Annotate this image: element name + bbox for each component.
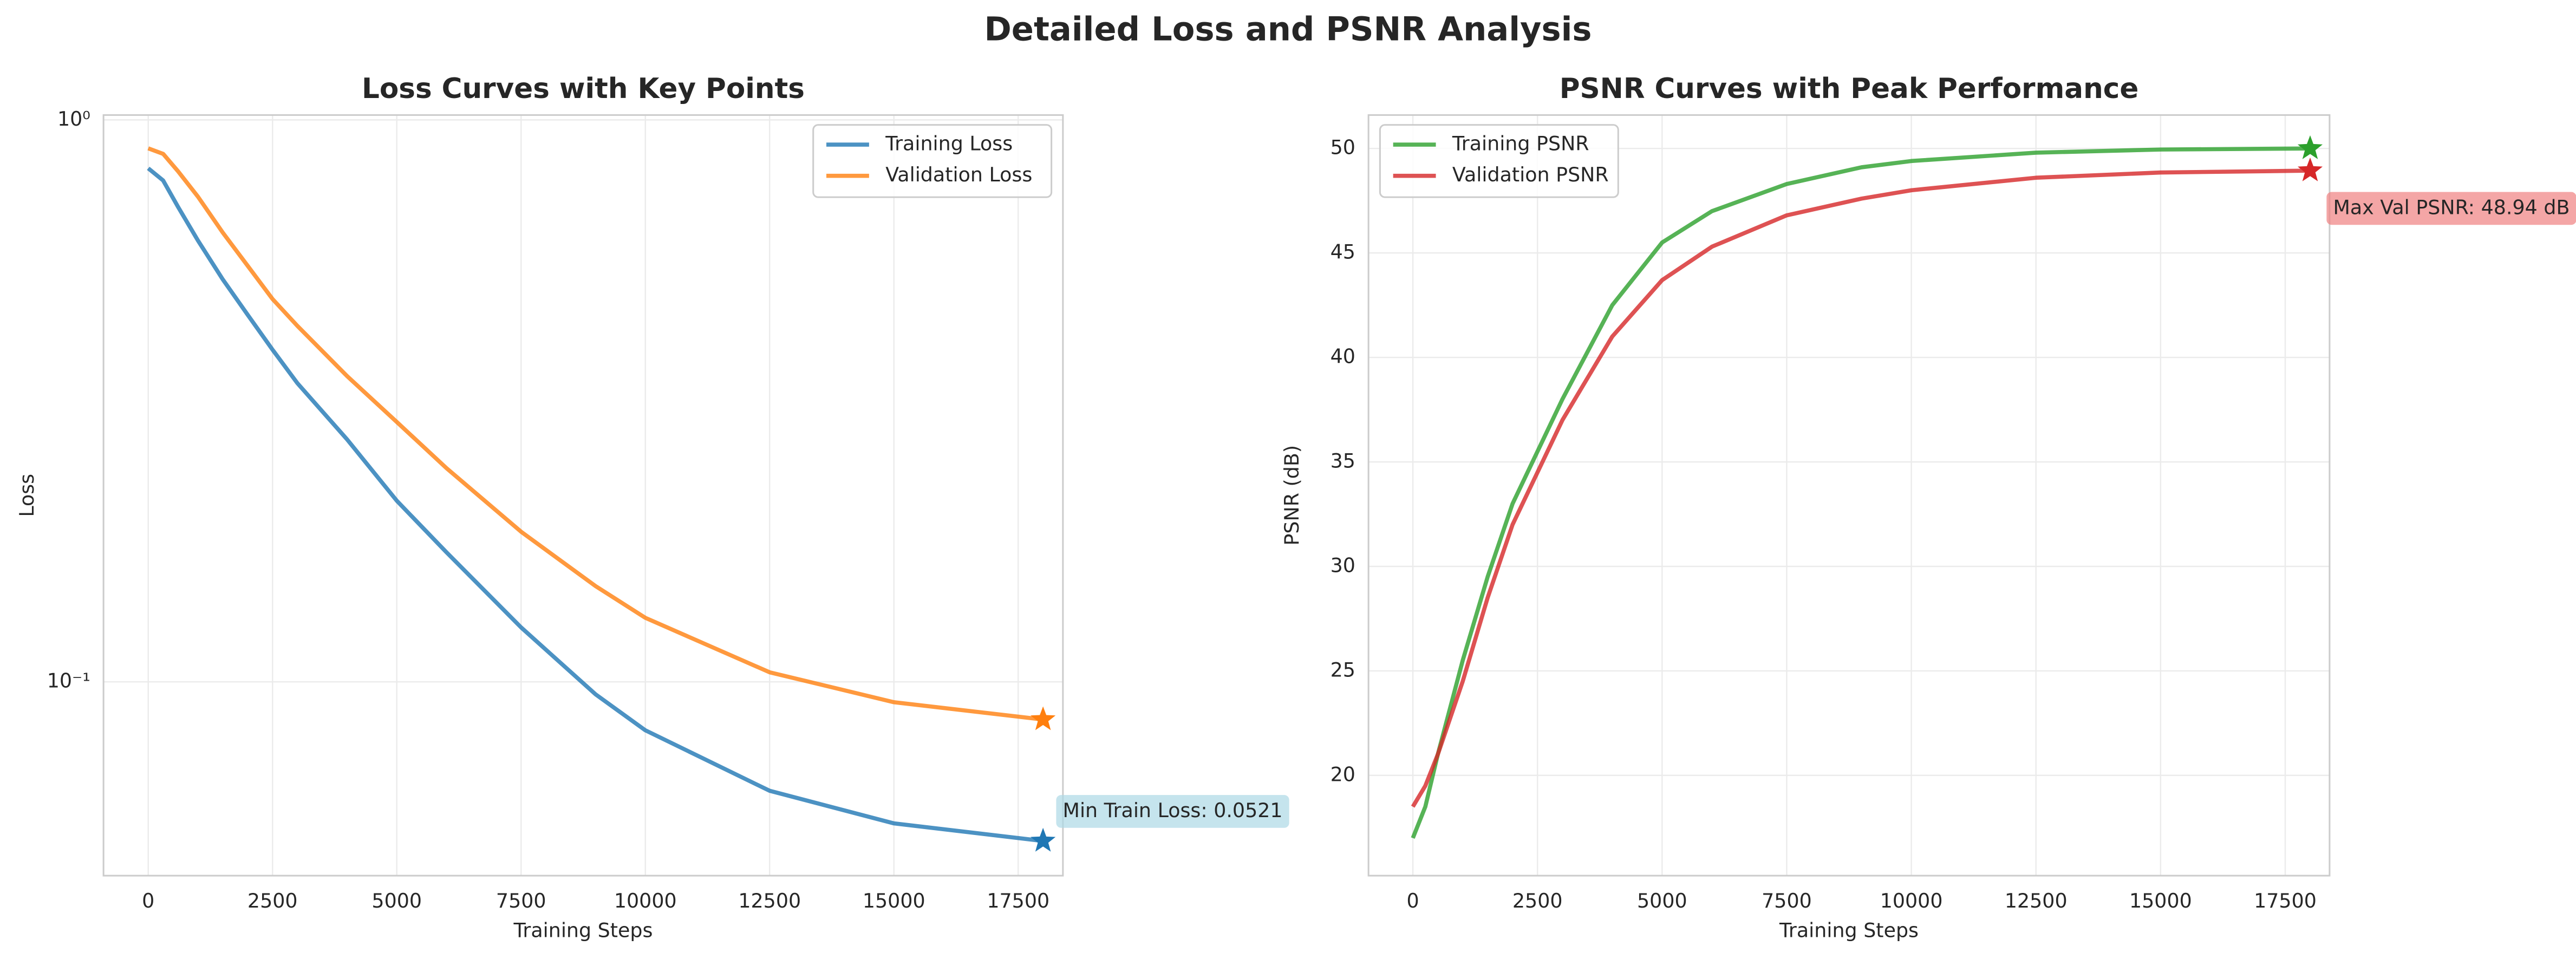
x-tick-label: 2500: [1512, 889, 1563, 912]
x-tick-label: 12500: [2005, 889, 2068, 912]
series-line: [147, 166, 1044, 843]
x-tick-label: 5000: [1637, 889, 1687, 912]
x-tick-label: 2500: [247, 889, 298, 912]
x-tick-label: 12500: [738, 889, 801, 912]
series-line: [1411, 168, 2311, 808]
x-tick-label: 15000: [863, 889, 925, 912]
subplot-title: PSNR Curves with Peak Performance: [1560, 73, 2139, 105]
y-tick-label: 10⁰: [57, 107, 90, 131]
x-tick-label: 7500: [1762, 889, 1812, 912]
x-tick-label: 0: [142, 889, 154, 912]
y-tick-label: 30: [1331, 553, 1355, 577]
x-axis-label: Training Steps: [513, 919, 653, 942]
plot-frame: [102, 114, 1064, 877]
y-tick-label: 50: [1331, 136, 1355, 159]
annotation: Min Train Loss: 0.0521: [1063, 799, 1283, 822]
figure-title: Detailed Loss and PSNR Analysis: [984, 10, 1592, 48]
subplot-title: Loss Curves with Key Points: [362, 73, 805, 105]
x-tick-label: 10000: [1880, 889, 1943, 912]
legend-label: Training PSNR: [1452, 132, 1589, 155]
end-marker: [1031, 706, 1056, 730]
plot-frame: [1367, 114, 2331, 877]
end-marker: [1031, 827, 1056, 852]
x-axis-label: Training Steps: [1779, 919, 1919, 942]
y-tick-label: 25: [1331, 658, 1355, 681]
y-tick-label: 10⁻¹: [47, 669, 90, 693]
y-tick-label: 40: [1331, 345, 1355, 368]
subplot: Loss Curves with Key Points 0 2500 5000 7500…: [15, 73, 1289, 942]
y-tick-label: 20: [1331, 762, 1355, 786]
x-tick-label: 10000: [614, 889, 677, 912]
x-tick-label: 17500: [2254, 889, 2317, 912]
series-line: [147, 146, 1044, 722]
y-tick-label: 35: [1331, 449, 1355, 473]
annotation-box: [2326, 192, 2576, 225]
x-tick-label: 15000: [2129, 889, 2192, 912]
y-tick-label: 45: [1331, 240, 1355, 264]
legend-box: [812, 124, 1053, 198]
series-line: [1411, 146, 2311, 839]
legend-box: [1379, 124, 1619, 198]
x-tick-label: 7500: [496, 889, 546, 912]
y-axis-label: Loss: [15, 474, 38, 517]
legend-label: Validation PSNR: [1452, 163, 1609, 186]
legend-label: Validation Loss: [885, 163, 1032, 186]
end-marker: [2297, 157, 2323, 181]
annotation-box: [1056, 795, 1289, 828]
end-marker: [2297, 135, 2323, 159]
y-axis-label: PSNR (dB): [1280, 445, 1303, 546]
x-tick-label: 5000: [371, 889, 422, 912]
x-tick-label: 17500: [987, 889, 1049, 912]
x-tick-label: 0: [1407, 889, 1419, 912]
legend-label: Training Loss: [885, 132, 1013, 155]
annotation: Max Val PSNR: 48.94 dB: [2333, 195, 2570, 219]
subplot: PSNR Curves with Peak Performance 0 2500 50…: [1280, 73, 2576, 942]
